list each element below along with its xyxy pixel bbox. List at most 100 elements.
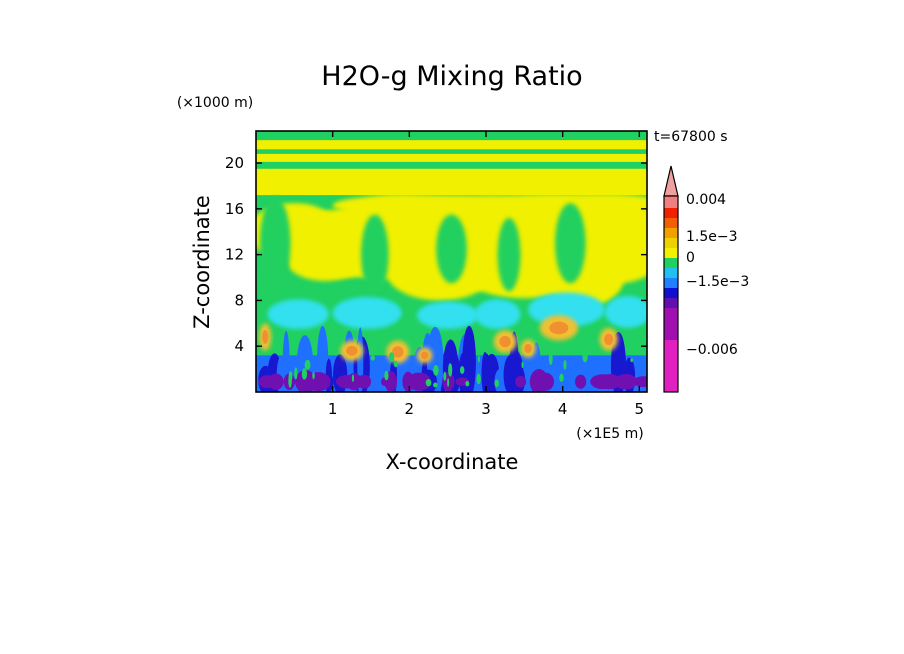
field-blob [630, 358, 634, 363]
colorbar-segment [664, 228, 678, 238]
field-blob [370, 355, 376, 361]
field-blob [425, 378, 432, 387]
x-tick-label: 3 [481, 400, 491, 418]
field-blob [448, 363, 453, 377]
y-tick-label: 8 [234, 291, 244, 309]
field-blob [497, 218, 521, 292]
colorbar-segment [664, 258, 678, 268]
field-blob [262, 330, 269, 344]
field-blob [332, 296, 402, 330]
field-blob [590, 374, 616, 390]
chart-title: H2O-g Mixing Ratio [321, 61, 582, 92]
field-blob [515, 375, 527, 388]
field-blob [433, 364, 439, 376]
field-blob [529, 369, 549, 392]
field-blob [524, 343, 533, 354]
field-blob [477, 355, 480, 363]
heatmap-field [256, 131, 647, 392]
field-band [256, 140, 647, 150]
colorbar-segment [664, 268, 678, 278]
field-blob [312, 372, 315, 380]
colorbar-segment [664, 288, 678, 298]
x-tick-label: 4 [558, 400, 568, 418]
field-blob [289, 372, 293, 378]
field-blob [494, 379, 499, 388]
colorbar-segment [664, 238, 678, 248]
field-blob [346, 345, 358, 356]
field-blob [420, 351, 429, 360]
field-blob [555, 203, 586, 284]
field-blob [407, 372, 432, 391]
field-blob [356, 374, 372, 389]
x-tick-label: 1 [328, 400, 338, 418]
x-tick-label: 2 [405, 400, 415, 418]
field-blob [476, 373, 481, 385]
field-blob [259, 197, 291, 289]
field-blob [548, 352, 553, 365]
x-axis-title: X-coordinate [386, 450, 519, 474]
field-blob [582, 350, 588, 363]
colorbar-label: 0 [686, 250, 695, 266]
field-blob [459, 366, 465, 374]
colorbar-segment [664, 278, 678, 288]
field-layer [256, 140, 647, 392]
field-blob [563, 359, 567, 370]
colorbar-segment [664, 208, 678, 218]
field-blob [499, 335, 511, 348]
field-band [256, 168, 647, 196]
field-blob [335, 377, 351, 386]
field-blob [306, 372, 331, 392]
field-blob [361, 214, 389, 295]
field-blob [388, 352, 395, 363]
field-blob [304, 359, 311, 370]
field-blob [258, 375, 277, 389]
colorbar: 0.004 1.5e−3 0 −1.5e−3 −0.006 [663, 165, 749, 393]
colorbar-segment [664, 340, 678, 374]
y-tick-label: 12 [225, 246, 244, 264]
colorbar-label: −0.006 [686, 342, 738, 358]
field-blob [559, 373, 564, 382]
field-blob [474, 299, 521, 330]
field-blob [384, 370, 389, 381]
colorbar-arrow [663, 165, 679, 197]
field-blob [462, 325, 476, 392]
colorbar-label: 1.5e−3 [686, 229, 738, 245]
field-blob [614, 373, 638, 390]
colorbar-segment [664, 374, 678, 392]
field-blob [346, 373, 362, 391]
x-tick-label: 5 [635, 400, 645, 418]
y-unit-label: (×1000 m) [177, 95, 253, 111]
field-blob [604, 333, 614, 346]
y-tick-label: 4 [234, 337, 244, 355]
y-tick-label: 16 [225, 200, 244, 218]
field-blob [532, 193, 647, 215]
field-blob [302, 372, 305, 380]
field-blob [503, 354, 519, 392]
field-blob [604, 295, 647, 328]
field-blob [561, 366, 570, 392]
field-band [256, 153, 647, 162]
field-blob [465, 380, 470, 387]
time-label: t=67800 s [654, 129, 728, 145]
field-blob [481, 352, 489, 392]
field-blob [286, 239, 364, 281]
field-blob [549, 321, 569, 335]
field-blob [393, 360, 398, 368]
field-blob [447, 378, 450, 387]
colorbar-frame [663, 195, 679, 393]
colorbar-segment [664, 196, 678, 208]
field-blob [351, 374, 355, 382]
field-blob [267, 299, 329, 330]
field-blob [575, 374, 587, 389]
field-blob [417, 301, 479, 330]
y-tick-label: 20 [225, 154, 244, 172]
field-blob [392, 346, 404, 358]
colorbar-label: 0.004 [686, 192, 726, 208]
colorbar-segment [664, 298, 678, 308]
y-axis-title: Z-coordinate [190, 195, 214, 329]
field-blob [436, 214, 467, 284]
colorbar-segment [664, 248, 678, 258]
colorbar-label: −1.5e−3 [686, 274, 749, 290]
field-blob [333, 354, 348, 392]
